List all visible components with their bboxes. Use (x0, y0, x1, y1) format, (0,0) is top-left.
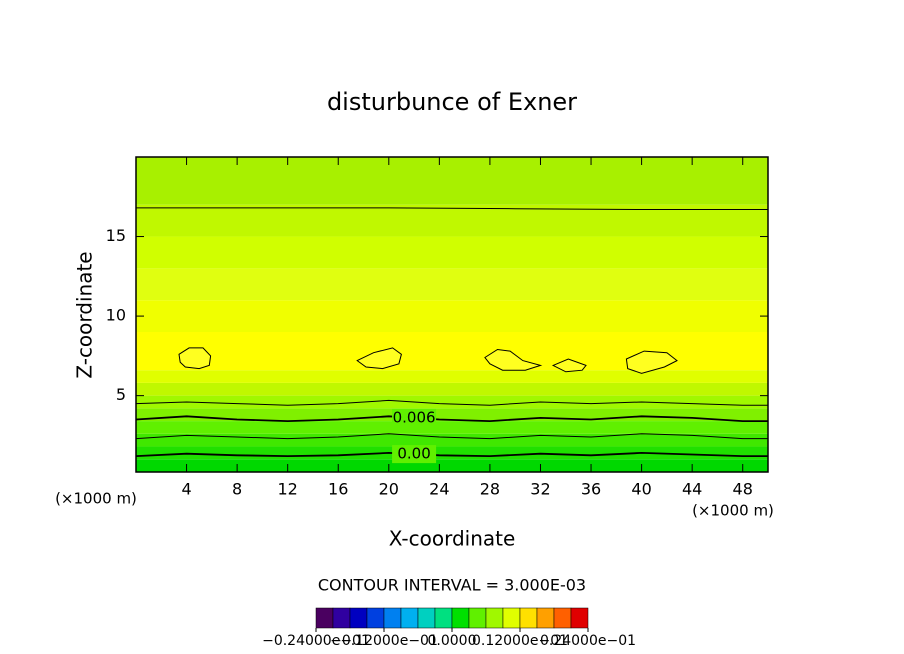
colorbar-swatch (366, 607, 385, 629)
contour-band (136, 204, 768, 237)
colorbar-swatch (502, 607, 521, 629)
contour-line (135, 415, 768, 423)
colorbar-label: 0.0000 (428, 633, 477, 649)
contour-line (484, 348, 543, 371)
colorbar-swatch (383, 607, 402, 629)
y-unit: (×1000 m) (55, 490, 137, 508)
y-tick-label: 5 (116, 385, 126, 404)
x-axis-label: X-coordinate (389, 527, 516, 551)
colorbar-swatch (315, 607, 334, 629)
x-tick-label: 40 (631, 480, 651, 499)
x-tick-label: 4 (181, 480, 191, 499)
contour-band (136, 433, 768, 447)
y-tick-label: 15 (106, 226, 126, 245)
colorbar-swatch (485, 607, 504, 629)
x-tick-label: 16 (328, 480, 348, 499)
colorbar-swatch (417, 607, 436, 629)
x-tick-label: 44 (682, 480, 702, 499)
colorbar-label: −0.12000e−01 (330, 633, 438, 649)
colorbar-swatch (519, 607, 538, 629)
x-tick-label: 20 (379, 480, 399, 499)
y-axis-label: Z-coordinate (73, 251, 97, 378)
contour-label-bg (392, 445, 437, 464)
colorbar-swatch (349, 607, 368, 629)
plot-frame (135, 156, 769, 473)
colorbar-label: −0.24000e−01 (262, 633, 370, 649)
contour-line (135, 399, 768, 406)
contour-label: 0.00 (397, 445, 430, 463)
contour-line (135, 451, 768, 458)
contour-line (551, 358, 587, 373)
contour-label: 0.006 (393, 408, 436, 426)
x-tick-label: 36 (581, 480, 601, 499)
colorbar-swatch (536, 607, 555, 629)
colorbar-label: 0.12000e−01 (472, 633, 568, 649)
contour-band (136, 370, 768, 383)
colorbar-label: 0.24000e−01 (540, 633, 636, 649)
chart-title: disturbunce of Exner (327, 88, 577, 116)
contour-band (136, 446, 768, 460)
contour-band (136, 157, 768, 205)
contour-line (135, 433, 768, 440)
contour-band (136, 332, 768, 371)
contour-band (136, 268, 768, 301)
contour-interval: CONTOUR INTERVAL = 3.000E-03 (318, 576, 586, 595)
colorbar-swatch (332, 607, 351, 629)
x-tick-label: 24 (429, 480, 449, 499)
contour-line (178, 347, 212, 370)
contour-band (136, 300, 768, 332)
contour-band (136, 382, 768, 396)
x-tick-label: 8 (232, 480, 242, 499)
x-unit: (×1000 m) (692, 502, 774, 520)
colorbar-swatch (434, 607, 453, 629)
contour-line (356, 347, 402, 370)
colorbar-swatch (451, 607, 470, 629)
x-tick-label: 28 (480, 480, 500, 499)
contour-band (136, 395, 768, 409)
contour-band (136, 236, 768, 269)
x-tick-label: 48 (733, 480, 753, 499)
contour-band (136, 459, 768, 472)
contour-label-bg (392, 408, 437, 427)
colorbar-swatch (468, 607, 487, 629)
y-tick-label: 10 (106, 306, 126, 325)
colorbar-swatch (570, 607, 589, 629)
x-tick-label: 12 (278, 480, 298, 499)
colorbar-swatch (400, 607, 419, 629)
x-tick-label: 32 (530, 480, 550, 499)
contour-line (625, 350, 678, 374)
contour-band (136, 421, 768, 434)
contour-line (136, 207, 768, 210)
colorbar-swatch (553, 607, 572, 629)
